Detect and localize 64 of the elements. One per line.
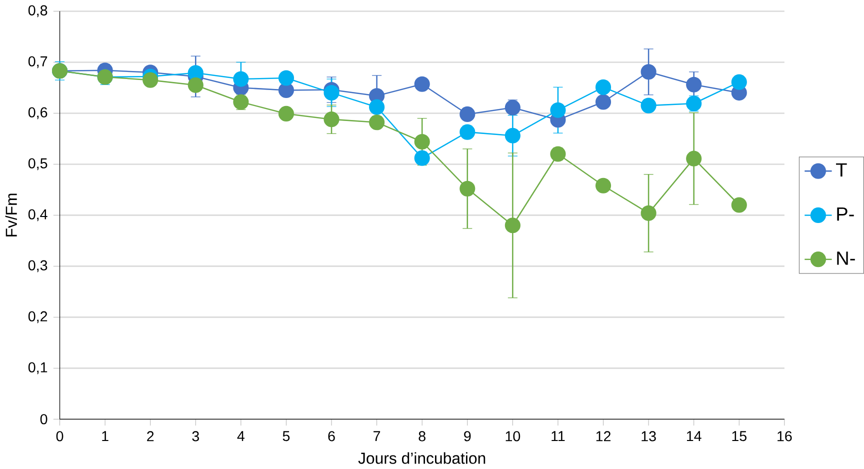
y-tick-label: 0,2 <box>28 311 48 323</box>
y-axis-title: Fv/Fm <box>5 194 17 236</box>
x-tick-label: 11 <box>552 431 565 441</box>
point <box>278 82 294 98</box>
point <box>640 64 656 80</box>
x-tick-label: 2 <box>147 431 154 442</box>
point <box>414 76 430 92</box>
x-tick-label: 4 <box>237 431 244 441</box>
point <box>369 114 385 130</box>
y-tick-label: 0,1 <box>28 362 48 374</box>
x-tick-label: 3 <box>192 431 199 442</box>
x-axis-title: Jours d’incubation <box>358 452 486 464</box>
point <box>686 76 702 92</box>
y-tick-label: 0,4 <box>28 209 48 222</box>
point <box>504 218 520 234</box>
point <box>595 178 612 194</box>
x-tick-label: 12 <box>596 431 610 442</box>
x-tick-label: 6 <box>328 431 335 442</box>
point <box>640 98 656 114</box>
legend-label: N- <box>837 251 855 265</box>
point <box>414 134 430 150</box>
y-tick-label: 0,5 <box>28 158 48 170</box>
point <box>595 79 612 95</box>
point <box>188 77 204 93</box>
y-tick-label: 0 <box>40 414 48 424</box>
point <box>278 70 294 86</box>
y-tick-label: 0,3 <box>28 260 48 272</box>
point <box>278 106 294 122</box>
point <box>369 99 385 115</box>
legend-label: P- <box>837 207 854 220</box>
point <box>460 124 476 140</box>
point <box>686 96 702 112</box>
x-tick-label: 1 <box>102 431 108 441</box>
point <box>550 102 566 118</box>
x-tick-label: 0 <box>56 431 64 442</box>
y-tick-label: 0,8 <box>28 5 48 18</box>
point <box>460 106 476 122</box>
x-tick-label: 13 <box>642 431 656 442</box>
point <box>504 100 520 116</box>
point <box>233 71 249 87</box>
y-tick-label: 0,6 <box>28 107 48 120</box>
x-tick-label: 8 <box>418 431 426 442</box>
x-tick-label: 15 <box>732 431 746 442</box>
point <box>233 94 249 110</box>
x-tick-label: 5 <box>282 431 290 442</box>
point <box>324 111 340 128</box>
point <box>188 65 204 81</box>
x-tick-label: 16 <box>778 431 792 442</box>
x-tick-label: 14 <box>686 431 702 441</box>
point <box>640 205 656 221</box>
legend-label: T <box>836 163 847 176</box>
point <box>595 94 612 110</box>
point <box>686 150 702 166</box>
y-tick-label: 0,7 <box>28 56 48 68</box>
x-tick-label: 7 <box>374 431 380 441</box>
point <box>504 128 520 144</box>
point <box>414 150 430 166</box>
point <box>142 72 158 88</box>
x-tick-label: 10 <box>506 431 520 442</box>
point <box>731 74 747 90</box>
point <box>550 146 566 162</box>
x-tick-label: 9 <box>464 431 471 442</box>
point <box>731 197 747 213</box>
point <box>460 180 476 196</box>
